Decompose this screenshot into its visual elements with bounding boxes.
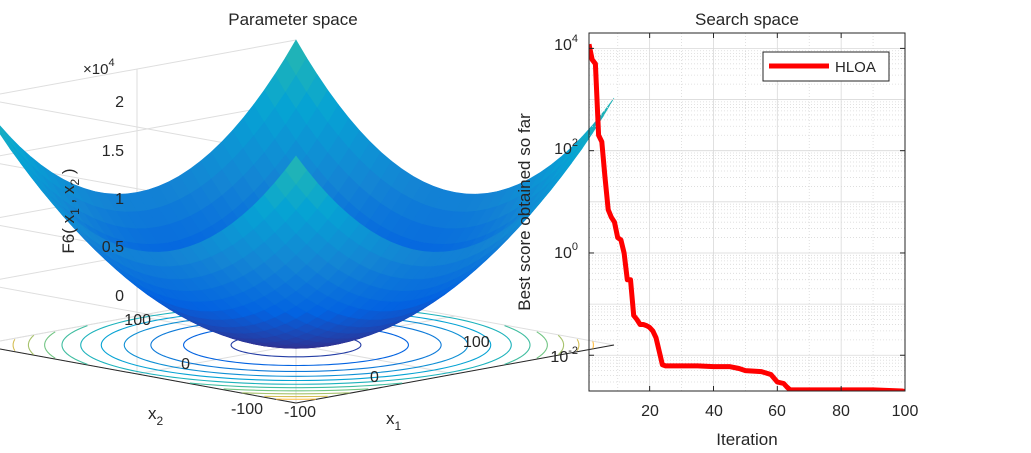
contour-line	[189, 382, 403, 389]
contour-line	[504, 325, 531, 365]
z-tick-label: 2	[115, 94, 124, 111]
contour-line	[576, 338, 580, 352]
surface-plot: Parameter space 0 0.5 1 1.5 2 ×104 F6( x…	[0, 10, 615, 433]
z-tick-label: 0	[115, 288, 124, 305]
x2-tick-label: -100	[231, 401, 263, 418]
convergence-ticks	[589, 33, 906, 391]
x2-tick-label: 100	[124, 312, 151, 329]
y-axis-label: Best score obtained so far	[515, 113, 534, 311]
convergence-plot-title: Search space	[695, 10, 799, 29]
y-tick-label: 102	[554, 137, 578, 158]
x-tick-label: 60	[768, 403, 786, 420]
x1-tick-label: 100	[463, 334, 490, 351]
x1-tick-label: -100	[284, 404, 316, 421]
x1-tick-label: 0	[370, 369, 379, 386]
x-axis-label: Iteration	[716, 430, 777, 449]
x-tick-label: 80	[832, 403, 850, 420]
z-axis-label: F6( x1 , x2 )	[59, 168, 82, 253]
surface-patch	[285, 155, 307, 185]
convergence-axes-box	[588, 32, 906, 392]
y-tick-label: 10-2	[550, 345, 578, 366]
contour-line	[557, 334, 565, 356]
contour-line	[592, 341, 594, 349]
convergence-plot: Search space 10-2 100 102 104 20 40 60 8…	[515, 10, 918, 449]
surface-plot-title: Parameter space	[228, 10, 357, 29]
x-tick-label: 40	[705, 403, 723, 420]
contour-line	[12, 338, 16, 352]
convergence-grid	[589, 32, 906, 392]
x2-tick-label: 0	[181, 356, 190, 373]
z-multiplier: ×104	[83, 57, 115, 78]
x2-axis-label: x2	[148, 404, 164, 428]
x2-tick-labels: 100 0 -100	[124, 312, 263, 418]
convergence-series	[589, 43, 905, 391]
z-tick-labels: 0 0.5 1 1.5 2	[102, 94, 124, 305]
x-tick-label: 100	[892, 403, 919, 420]
axis-grid-line	[0, 39, 297, 95]
contour-line	[536, 331, 548, 359]
y-tick-label: 104	[554, 33, 578, 54]
z-tick-label: 1	[115, 191, 124, 208]
x1-axis-label: x1	[386, 409, 402, 433]
legend-label: HLOA	[835, 59, 876, 76]
contour-line	[242, 392, 350, 395]
y-tick-label: 100	[554, 241, 578, 262]
z-tick-label: 1.5	[102, 143, 124, 160]
surface-mesh	[0, 39, 615, 349]
contour-line	[61, 325, 88, 365]
x-tick-label: 20	[641, 403, 659, 420]
legend: HLOA	[762, 51, 890, 82]
contour-line	[44, 331, 56, 359]
surface-patch	[0, 125, 21, 155]
x-tick-labels: 20 40 60 80 100	[641, 403, 918, 420]
z-tick-label: 0.5	[102, 239, 124, 256]
y-tick-labels: 10-2 100 102 104	[550, 33, 578, 366]
x1-tick-labels: -100 0 100	[284, 334, 490, 421]
contour-line	[27, 334, 35, 356]
contour-line	[223, 388, 369, 392]
series-line-hloa	[589, 43, 905, 391]
